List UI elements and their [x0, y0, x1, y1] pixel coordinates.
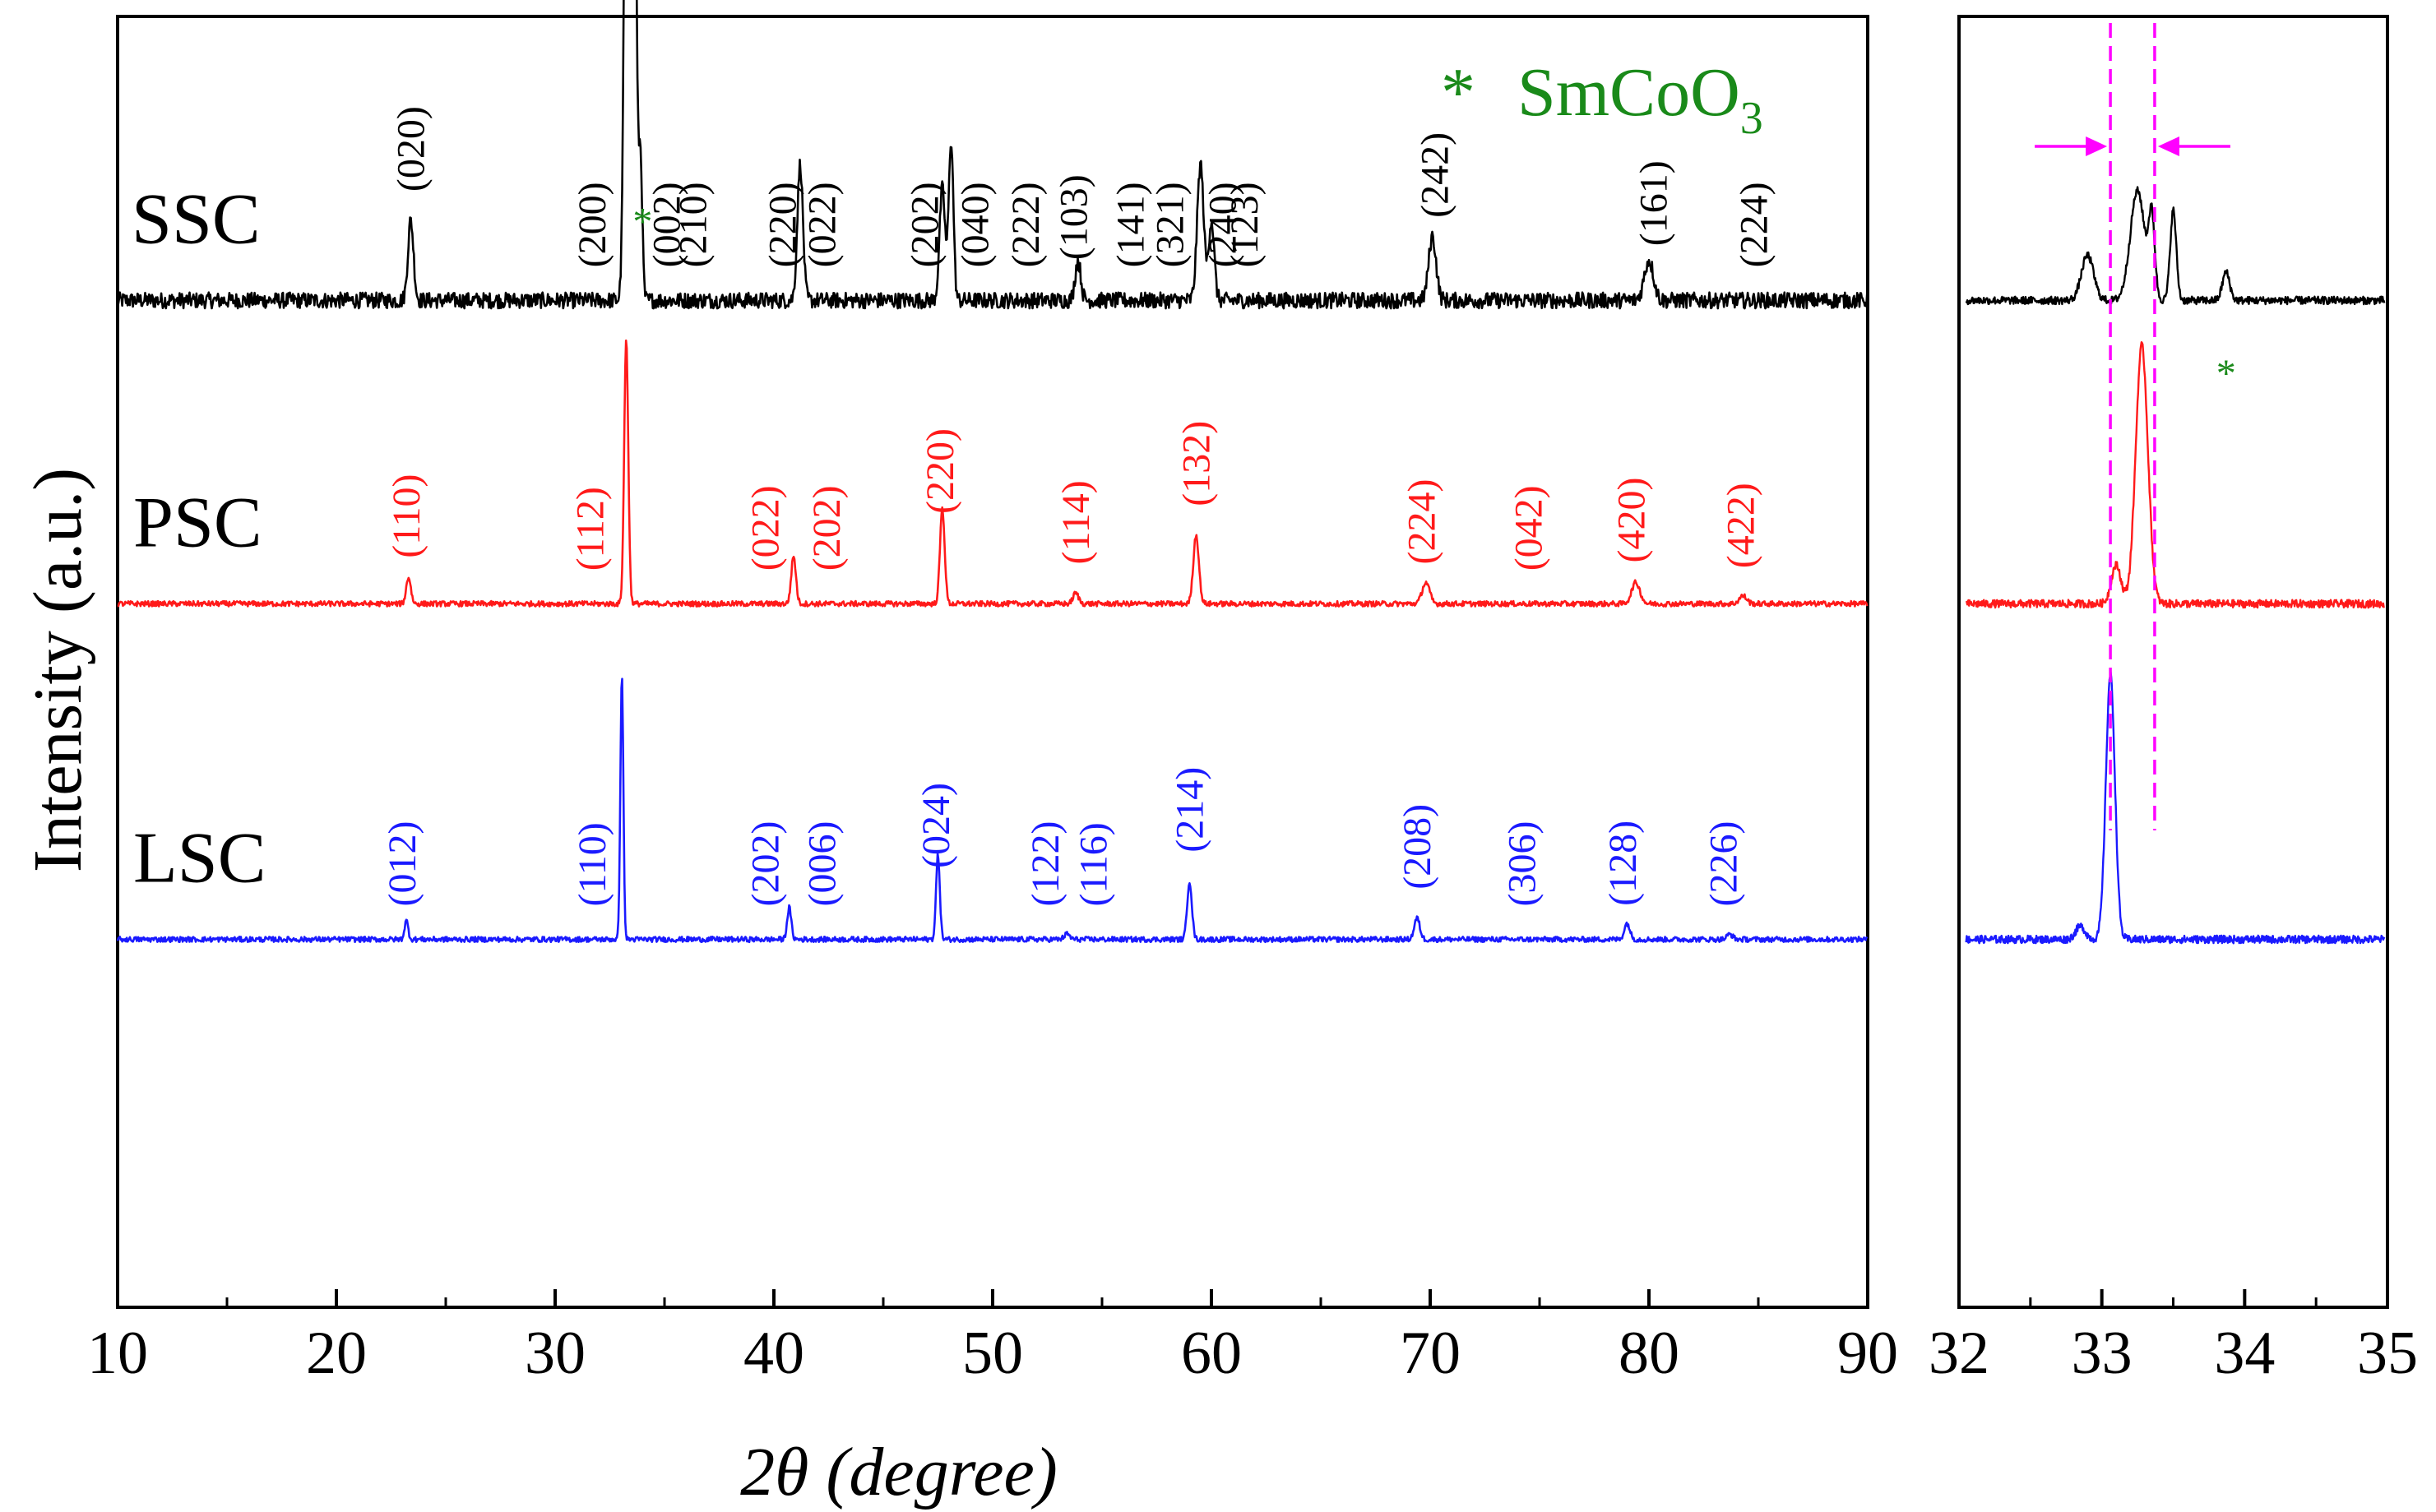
peak-label: (020): [389, 106, 433, 192]
shift-arrow-left-head: [2086, 136, 2108, 156]
inset-line-lsc: [1965, 670, 2386, 945]
series-names: SSC PSC LSC: [132, 179, 266, 898]
main-x-ticks: 10 20 30 40 50 60 70 80 90: [87, 1289, 1898, 1387]
series-name-lsc: LSC: [133, 819, 266, 899]
main-x-tick-label: 90: [1837, 1320, 1898, 1387]
peak-label: (002): [646, 182, 689, 267]
peak-label: (224): [1400, 479, 1443, 565]
inset-x-tick-label: 35: [2357, 1320, 2418, 1387]
legend: * SmCoO3: [1441, 54, 1763, 144]
peak-label: (110): [385, 474, 428, 558]
peak-label: (306): [1501, 821, 1544, 907]
peak-labels: (020)(200)(121)(002)(210)(220)(022)(202)…: [381, 106, 1776, 907]
peak-label: (321): [1149, 182, 1193, 267]
peak-label: (024): [915, 783, 958, 868]
peak-label: (122): [1024, 821, 1067, 907]
peak-label: (222): [1004, 182, 1048, 267]
peak-label: (202): [743, 821, 787, 907]
peak-label: (116): [1072, 822, 1115, 906]
inset-series-lines: [1965, 186, 2386, 945]
peak-label: (202): [805, 485, 849, 571]
main-x-tick-label: 40: [743, 1320, 804, 1387]
peak-label: (240): [1201, 182, 1244, 267]
legend-label: SmCoO3: [1517, 54, 1763, 144]
series-name-psc: PSC: [133, 483, 262, 562]
inset-line-ssc: [1965, 186, 2386, 306]
inset-impurity-star: *: [2216, 352, 2236, 395]
main-series-lines: [116, 0, 1869, 944]
peak-label: (214): [1168, 767, 1211, 853]
peak-label: (040): [954, 182, 998, 267]
main-x-tick-label: 60: [1181, 1320, 1242, 1387]
peak-label: (208): [1396, 804, 1439, 890]
peak-label: (420): [1610, 478, 1654, 563]
legend-star: *: [1441, 54, 1475, 131]
legend-label-subscript: 3: [1740, 93, 1763, 144]
peak-label: (006): [801, 821, 845, 907]
inset-x-tick-label: 33: [2072, 1320, 2133, 1387]
peak-label: (012): [381, 821, 424, 907]
series-line-psc: [117, 339, 1869, 608]
y-axis-title: Intensity (a.u.): [20, 468, 96, 872]
peak-label: (103): [1052, 174, 1095, 260]
impurity-star-marker: *: [632, 200, 652, 243]
peak-label: (022): [743, 485, 787, 571]
inset-x-tick-label: 34: [2214, 1320, 2275, 1387]
inset-shift-markers: *: [2035, 23, 2236, 830]
series-name-ssc: SSC: [132, 179, 261, 259]
peak-label: (202): [904, 182, 947, 267]
peak-label: (110): [571, 822, 614, 906]
peak-label: (242): [1413, 132, 1457, 218]
series-line-lsc: [116, 677, 1869, 944]
peak-label: (200): [571, 182, 614, 267]
peak-label: (123): [1223, 182, 1267, 267]
main-x-tick-label: 70: [1400, 1320, 1461, 1387]
peak-label: (422): [1720, 483, 1763, 568]
peak-label: (132): [1174, 421, 1218, 506]
peak-label: (022): [801, 182, 845, 267]
inset-x-ticks: 32 33 34 35: [1929, 1289, 2418, 1387]
peak-label: (210): [672, 182, 716, 267]
main-x-tick-label: 10: [87, 1320, 148, 1387]
peak-label: (220): [919, 428, 962, 514]
shift-arrow-right-head: [2157, 136, 2179, 156]
main-x-tick-label: 20: [306, 1320, 367, 1387]
peak-label: (226): [1702, 821, 1745, 907]
peak-label: (114): [1054, 480, 1098, 564]
peak-label: (112): [569, 487, 613, 571]
main-x-tick-label: 50: [962, 1320, 1023, 1387]
peak-label: (141): [1109, 182, 1153, 267]
peak-label: (042): [1507, 485, 1551, 571]
x-axis-title: 2θ (degree): [740, 1434, 1058, 1510]
series-line-ssc: [116, 0, 1869, 310]
peak-label: (161): [1632, 160, 1675, 246]
main-x-tick-label: 30: [525, 1320, 586, 1387]
peak-label: (224): [1733, 182, 1776, 267]
main-x-tick-label: 80: [1619, 1320, 1679, 1387]
inset-line-psc: [1965, 341, 2385, 609]
legend-label-main: SmCoO: [1517, 54, 1740, 131]
peak-label: (128): [1601, 821, 1645, 906]
peak-label: (220): [762, 182, 805, 267]
inset-x-tick-label: 32: [1929, 1320, 1989, 1387]
